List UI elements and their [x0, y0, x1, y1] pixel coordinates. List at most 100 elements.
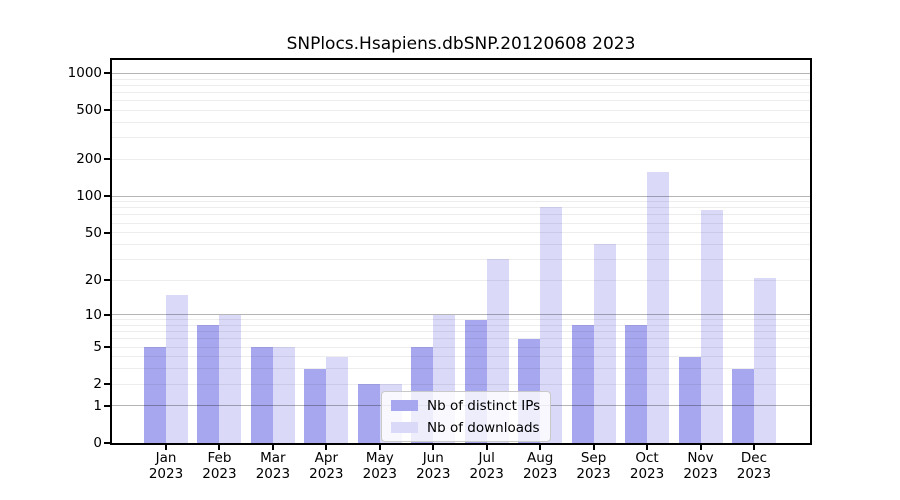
y-grid-major	[112, 72, 810, 74]
bar-downloads-oct	[647, 172, 670, 443]
x-tick-label-year: 2023	[416, 466, 451, 482]
y-tick-label: 5	[93, 339, 102, 356]
x-axis-tick	[752, 445, 755, 450]
x-tick-label-year: 2023	[255, 466, 291, 482]
y-axis-tick	[104, 158, 110, 161]
x-tick-label-year: 2023	[683, 466, 718, 482]
legend-swatch-downloads	[391, 422, 418, 433]
y-tick-label: 100	[76, 188, 102, 205]
bar-downloads-dec	[753, 277, 776, 443]
x-tick-label-month: Mar	[260, 450, 286, 466]
y-axis-tick	[104, 313, 110, 316]
bar-downloads-aug	[540, 206, 563, 443]
x-tick-label-month: Jan	[155, 450, 177, 466]
y-axis-tick	[104, 72, 110, 75]
x-axis-tick	[592, 445, 595, 450]
x-tick-label: Jun 2023	[397, 450, 469, 482]
x-axis-tick	[699, 445, 702, 450]
legend-item-downloads: Nb of downloads	[391, 417, 540, 438]
x-tick-label-year: 2023	[576, 466, 611, 482]
bar-distinct-ips-dec	[731, 368, 754, 443]
plot-area	[104, 58, 812, 450]
x-tick-label-month: Feb	[207, 450, 232, 466]
x-tick-label-month: Dec	[740, 450, 767, 466]
legend: Nb of distinct IPs Nb of downloads	[381, 391, 552, 442]
y-grid-minor	[112, 121, 810, 123]
x-tick-label-year: 2023	[362, 466, 397, 482]
y-grid-minor	[112, 158, 810, 160]
x-tick-label-year: 2023	[202, 466, 237, 482]
x-tick-label-year: 2023	[629, 466, 665, 482]
y-grid-minor	[112, 243, 810, 245]
y-axis-tick	[104, 404, 110, 407]
x-tick-label: Nov 2023	[665, 450, 737, 482]
y-grid-minor	[112, 383, 810, 385]
bar-downloads-sep	[593, 244, 616, 443]
y-grid-minor	[112, 84, 810, 86]
y-tick-label: 10	[84, 306, 102, 323]
y-tick-label: 0	[93, 435, 102, 451]
y-grid-minor	[112, 331, 810, 333]
x-axis-tick	[325, 445, 328, 450]
bar-distinct-ips-sep	[571, 325, 594, 443]
x-tick-label: Aug 2023	[504, 450, 576, 482]
y-tick-label: 20	[84, 272, 102, 289]
x-tick-label: Jan 2023	[130, 450, 202, 482]
bar-downloads-jan	[166, 294, 188, 443]
x-tick-label-year: 2023	[522, 466, 558, 482]
x-tick-label-year: 2023	[148, 466, 184, 482]
y-axis-tick	[104, 109, 110, 112]
y-axis-tick	[104, 231, 110, 234]
bar-distinct-ips-jan	[144, 347, 166, 443]
x-axis-tick	[432, 445, 435, 450]
y-grid-minor	[112, 319, 810, 321]
y-grid-minor	[112, 201, 810, 203]
legend-swatch-distinct-ips	[391, 400, 418, 411]
x-axis-tick	[218, 445, 221, 450]
bar-downloads-apr	[326, 356, 349, 443]
y-tick-label: 500	[76, 102, 102, 119]
x-tick-label-month: Aug	[526, 450, 554, 466]
y-grid-minor	[112, 207, 810, 209]
x-tick-label: Apr 2023	[290, 450, 362, 482]
x-axis-tick	[271, 445, 274, 450]
x-tick-label: Oct 2023	[611, 450, 683, 482]
y-grid-minor	[112, 214, 810, 216]
bar-downloads-mar	[272, 347, 295, 443]
y-axis-tick	[104, 346, 110, 349]
x-tick-label-month: Nov	[687, 450, 714, 466]
x-tick-label: Mar 2023	[237, 450, 309, 482]
y-axis-tick	[104, 279, 110, 282]
x-tick-label: Jul 2023	[451, 450, 523, 482]
legend-label-distinct-ips: Nb of distinct IPs	[427, 397, 541, 414]
y-grid-minor	[112, 356, 810, 358]
y-axis-tick	[104, 195, 110, 198]
y-grid-minor	[112, 324, 810, 326]
legend-label-downloads: Nb of downloads	[427, 419, 540, 436]
y-grid-minor	[112, 137, 810, 139]
y-grid-minor	[112, 100, 810, 102]
x-tick-label-month: May	[365, 450, 394, 466]
y-tick-label: 1000	[67, 65, 102, 82]
x-tick-label-year: 2023	[736, 466, 772, 482]
x-tick-label-month: Sep	[580, 450, 607, 466]
y-grid-minor	[112, 232, 810, 234]
x-tick-label-month: Apr	[314, 450, 339, 466]
bar-downloads-feb	[219, 314, 242, 443]
y-grid-major	[112, 314, 810, 316]
y-axis-tick	[104, 442, 110, 444]
legend-item-distinct-ips: Nb of distinct IPs	[391, 395, 540, 416]
x-axis-tick	[539, 445, 542, 450]
y-grid-minor	[112, 258, 810, 260]
x-tick-label-month: Jun	[422, 450, 444, 466]
x-tick-label: Dec 2023	[718, 450, 790, 482]
y-grid-minor	[112, 222, 810, 224]
y-grid-minor	[112, 279, 810, 281]
bar-distinct-ips-mar	[250, 347, 273, 443]
x-tick-label: May 2023	[344, 450, 416, 482]
x-tick-label: Feb 2023	[183, 450, 255, 482]
y-tick-label: 2	[93, 376, 102, 393]
x-axis-tick	[646, 445, 649, 450]
y-tick-label: 50	[84, 224, 102, 241]
